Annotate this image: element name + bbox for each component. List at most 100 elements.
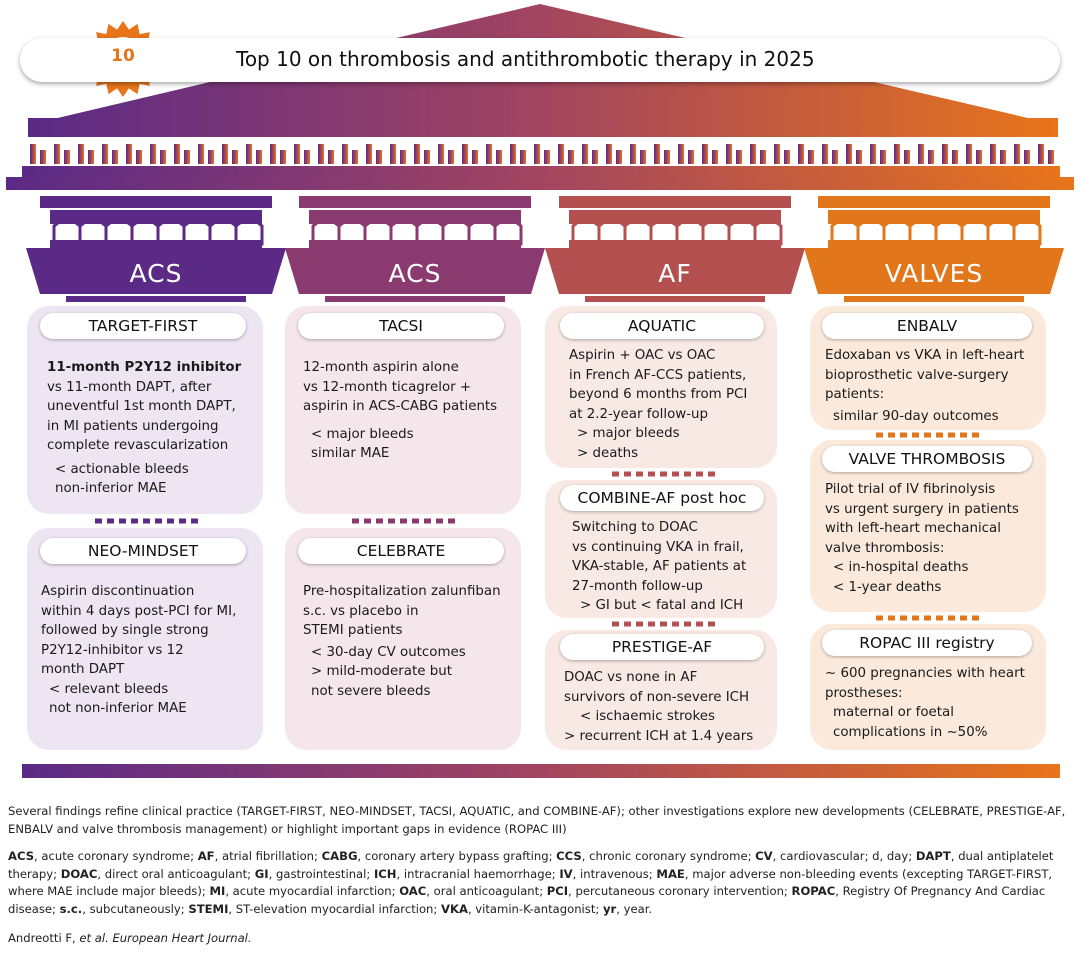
abbrev-def: , acute myocardial infarction;	[225, 884, 400, 898]
page-title: Top 10 on thrombosis and antithrombotic …	[236, 47, 815, 71]
outcome-line: < actionable bleeds	[55, 461, 189, 477]
dentil	[496, 150, 502, 164]
column-label-acs-1: ACS	[129, 259, 183, 288]
dentil	[184, 150, 190, 164]
abbrev-def: , percutaneous coronary intervention;	[568, 884, 792, 898]
dentil	[1024, 150, 1030, 164]
text-line: VKA-stable, AF patients at	[572, 559, 747, 574]
dentil	[678, 144, 684, 164]
dentil	[904, 150, 910, 164]
citation: Andreotti F, et al. European Heart Journ…	[8, 930, 1074, 948]
abbrev-def: , subcutaneously;	[82, 901, 189, 916]
dentil	[472, 150, 478, 164]
dentil	[568, 150, 574, 164]
study-text-prestige-af: DOAC vs none in AF survivors of non-seve…	[564, 668, 753, 746]
dentil	[294, 144, 300, 164]
study-text-neo-mindset: Aspirin discontinuation within 4 days po…	[41, 582, 236, 719]
dentil	[760, 150, 766, 164]
dentil	[424, 150, 430, 164]
dentil	[30, 144, 36, 164]
dentil	[1048, 150, 1054, 164]
dentil	[832, 150, 838, 164]
dentil	[366, 144, 372, 164]
abbrev-term: CV	[755, 849, 773, 863]
outcome-line: < 1-year deaths	[833, 579, 942, 595]
study-header-tacsi: TACSI	[298, 313, 504, 339]
stylobate	[22, 764, 1060, 778]
dentil	[438, 144, 444, 164]
text-line: 12-month aspirin alone	[303, 360, 459, 375]
text-line: within 4 days post-PCI for MI,	[41, 603, 237, 619]
text-line: complete revascularization	[47, 438, 229, 453]
cornice	[6, 177, 1074, 190]
outcome-line: > deaths	[577, 445, 639, 461]
abbrev-def: , year.	[616, 901, 653, 916]
dentil	[750, 144, 756, 164]
study-text-aquatic: Aspirin + OAC vs OAC in French AF-CCS pa…	[569, 346, 747, 463]
abbrev-def: , Registry Of Pregnancy And Cardiac dise…	[8, 884, 1046, 916]
dentil	[712, 150, 718, 164]
text-line: valve thrombosis:	[825, 540, 945, 556]
abbrev-def: , cardiovascular; d, day;	[772, 849, 916, 863]
dentil	[486, 144, 492, 164]
study-header-aquatic: AQUATIC	[560, 313, 764, 339]
text-line: patients:	[825, 387, 885, 402]
dentil	[126, 144, 132, 164]
outcome-line: < ischaemic strokes	[580, 709, 715, 724]
text-line: prostheses:	[825, 685, 903, 701]
dentil	[256, 150, 262, 164]
abbrev-def: , gastrointestinal;	[268, 866, 374, 881]
dentil	[160, 150, 166, 164]
dentil	[328, 150, 334, 164]
dentil	[558, 144, 564, 164]
study-header-valve-thrombosis: VALVE THROMBOSIS	[822, 446, 1032, 472]
panel-celebrate	[285, 528, 521, 750]
study-header-prestige-af: PRESTIGE-AF	[560, 634, 764, 660]
dentils	[30, 144, 1054, 164]
outcome-line: similar MAE	[311, 446, 390, 461]
text-line: vs urgent surgery in patients	[825, 501, 1019, 517]
study-text-tacsi: 12-month aspirin alone vs 12-month ticag…	[303, 358, 497, 464]
dentil	[664, 150, 670, 164]
outcome-line: > mild-moderate but	[311, 664, 452, 679]
abbrev-def: , intravenous;	[572, 866, 657, 881]
abbrev-term: MI	[209, 884, 226, 898]
dentil	[1038, 144, 1044, 164]
text-line: Pilot trial of IV fibrinolysis	[825, 482, 996, 497]
outcome-line: not severe bleeds	[311, 683, 431, 699]
text-line: with left-heart mechanical	[825, 521, 1001, 536]
dentil	[510, 144, 516, 164]
outcome-line: > recurrent ICH at 1.4 years	[564, 728, 754, 744]
abbrev-def: , vitamin-K-antagonist;	[467, 901, 603, 916]
dentil	[40, 150, 46, 164]
text-line: 27-month follow-up	[572, 578, 703, 594]
dentil	[232, 150, 238, 164]
abbrev-term: OAC	[399, 884, 427, 898]
abbrev-term: ACS	[8, 849, 35, 863]
text-line: at 2.2-year follow-up	[569, 406, 709, 422]
text-line: Pre-hospitalization zalunfiban	[303, 584, 501, 599]
text-line: uneventful 1st month DAPT,	[47, 399, 236, 414]
dentil	[688, 150, 694, 164]
outcome-line: maternal or foetal	[833, 705, 954, 720]
dentil	[966, 144, 972, 164]
dentil	[808, 150, 814, 164]
dentil	[520, 150, 526, 164]
dentil	[78, 144, 84, 164]
abbrev-def: , chronic coronary syndrome;	[581, 849, 756, 863]
dentil	[736, 150, 742, 164]
text-line: beyond 6 months from PCI	[569, 387, 748, 402]
dentil	[102, 144, 108, 164]
title-bar	[20, 38, 1060, 82]
panel-neo-mindset	[27, 528, 263, 750]
outcome-line: > GI but < fatal and ICH	[580, 598, 744, 613]
dentil	[414, 144, 420, 164]
dentil	[976, 150, 982, 164]
text-line: Aspirin discontinuation	[41, 584, 195, 599]
dentil	[952, 150, 958, 164]
dentil	[726, 144, 732, 164]
text-line: in MI patients undergoing	[47, 418, 219, 434]
abbrev-def: , dual antiplatelet therapy;	[8, 849, 1054, 881]
abbrev-def: , major adverse non-bleeding events (exc…	[8, 866, 1053, 899]
capital	[26, 196, 286, 302]
